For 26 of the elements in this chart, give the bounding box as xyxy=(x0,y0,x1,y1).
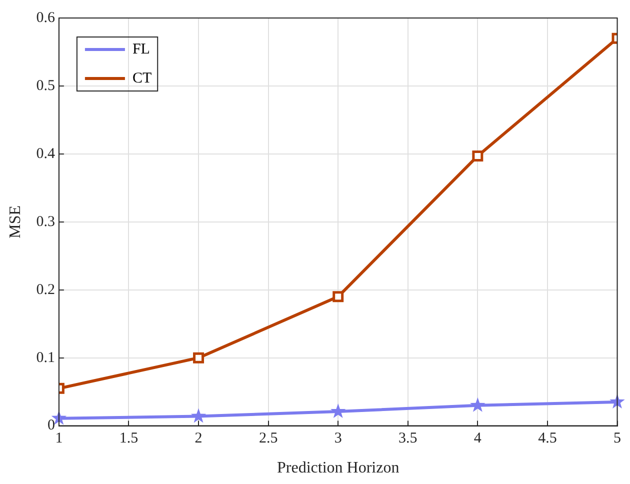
y-tick-label: 0.5 xyxy=(36,78,55,94)
x-tick-label: 1 xyxy=(55,430,63,447)
point xyxy=(332,291,344,302)
y-tick-label: 0.3 xyxy=(36,214,55,230)
x-tick-label: 3.5 xyxy=(398,430,418,447)
x-tick-label: 2 xyxy=(194,430,202,447)
y-tick-label: 0 xyxy=(47,418,55,434)
x-tick-label: 2.5 xyxy=(258,430,278,447)
x-tick-label: 1.5 xyxy=(119,430,138,447)
point xyxy=(193,352,204,364)
legend-label: FL xyxy=(132,41,150,58)
y-tick-label: 0.6 xyxy=(36,10,56,26)
point xyxy=(470,397,486,412)
y-axis-title: MSE xyxy=(6,205,24,238)
x-axis-title: Prediction Horizon xyxy=(277,460,400,477)
point xyxy=(472,150,484,162)
x-tick-label: 3 xyxy=(334,430,342,447)
point xyxy=(330,404,346,418)
y-tick-label: 0.4 xyxy=(36,146,56,162)
y-tick-label: 0.1 xyxy=(36,350,55,366)
x-tick-label: 5 xyxy=(614,430,621,447)
x-tick-label: 4.5 xyxy=(538,430,557,447)
y-tick-label: 0.2 xyxy=(36,282,55,298)
point xyxy=(190,408,206,423)
x-tick-label: 4 xyxy=(474,430,482,447)
legend-label: CT xyxy=(132,70,152,86)
